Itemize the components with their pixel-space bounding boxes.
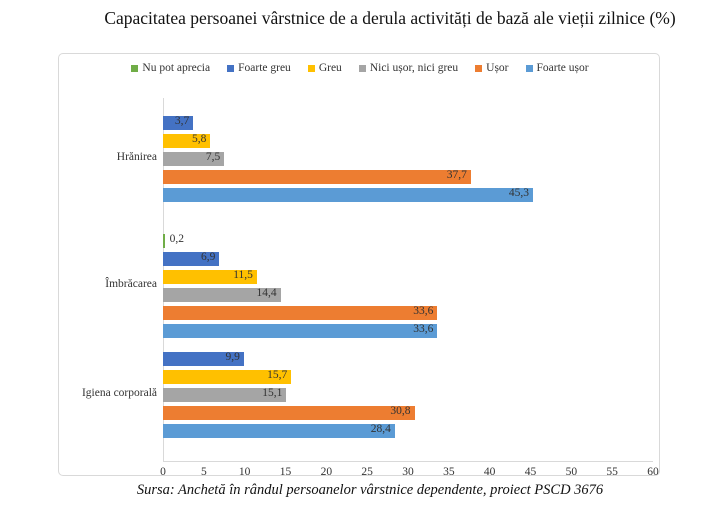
bar[interactable] (163, 306, 438, 320)
bar-value-label: 45,3 (508, 187, 529, 199)
x-tick-label: 40 (483, 466, 496, 478)
bar[interactable] (163, 370, 292, 384)
legend-label: Foarte greu (238, 62, 291, 74)
bar-value-label: 6,9 (200, 251, 216, 263)
x-tick-label: 5 (200, 466, 207, 478)
legend-item[interactable]: Foarte ușor (525, 62, 589, 74)
bar[interactable] (163, 134, 211, 148)
bar-value-label: 9,9 (225, 351, 240, 363)
bar-value-label: 5,8 (191, 133, 207, 145)
bar-value-label: 30,8 (390, 405, 411, 417)
bar[interactable] (163, 288, 281, 302)
x-tick-label: 35 (443, 466, 455, 478)
bar-value-label: 28,4 (370, 423, 391, 435)
legend-item[interactable]: Foarte greu (227, 62, 291, 74)
legend-item[interactable]: Nu pot aprecia (131, 62, 210, 74)
bar[interactable] (163, 170, 471, 184)
legend-item[interactable]: Nici ușor, nici greu (358, 62, 459, 74)
x-tick-label: 30 (402, 466, 414, 478)
bar[interactable] (163, 406, 415, 420)
category-label: Igiena corporală (81, 387, 157, 399)
bar[interactable] (163, 352, 244, 366)
legend-swatch-icon (227, 64, 235, 72)
figure-title: Capacitatea persoanei vârstnice de a der… (104, 8, 676, 28)
bar[interactable] (163, 270, 257, 284)
bar-value-label: 33,6 (413, 305, 434, 317)
legend-swatch-icon (525, 64, 533, 72)
legend-swatch-icon (475, 64, 483, 72)
bar-value-label: 7,5 (205, 151, 221, 163)
bar-value-label: 0,2 (169, 233, 184, 245)
bar[interactable] (163, 234, 165, 248)
x-tick-label: 0 (160, 466, 166, 478)
x-tick-label: 50 (565, 466, 578, 478)
bar-value-label: 37,7 (446, 169, 467, 181)
bar-value-label: 15,1 (262, 387, 283, 399)
legend-item[interactable]: Greu (307, 62, 342, 74)
bar-value-label: 15,7 (267, 369, 288, 381)
x-tick-label: 25 (361, 466, 373, 478)
bar[interactable] (163, 152, 225, 166)
plot-area: Hrănirea 3,7 5,8 7,5 37,7 45,3 Îmbrăcarea 0,2 6,… (59, 54, 661, 478)
x-tick-label: 15 (279, 466, 292, 478)
legend-item[interactable]: Ușor (475, 62, 509, 74)
category-label: Hrănirea (116, 151, 157, 163)
bar[interactable] (163, 324, 438, 338)
legend-label: Foarte ușor (536, 62, 589, 74)
x-axis-ticks: 0 5 10 15 20 25 30 35 40 45 50 55 60 (160, 463, 659, 483)
category-axis-line (163, 461, 653, 462)
bar[interactable] (163, 116, 194, 130)
legend-swatch-icon (131, 64, 139, 72)
chart-legend: Nu pot aprecia Foarte greu Greu Nici ușor, … (59, 62, 661, 74)
legend-label: Nici ușor, nici greu (369, 62, 459, 74)
bar[interactable] (163, 424, 395, 438)
bar[interactable] (163, 188, 533, 202)
bar-value-label: 11,5 (233, 269, 253, 281)
x-tick-label: 10 (238, 466, 251, 478)
x-tick-label: 45 (524, 466, 537, 478)
legend-label: Nu pot aprecia (142, 62, 211, 74)
x-tick-label: 20 (320, 466, 333, 478)
legend-swatch-icon (307, 64, 315, 72)
source-note: Sursa: Anchetă în rândul persoanelor vâr… (136, 482, 604, 498)
x-tick-label: 60 (647, 466, 659, 478)
bar[interactable] (163, 252, 220, 266)
chart-container: Nu pot aprecia Foarte greu Greu Nici ușor, … (58, 53, 661, 478)
legend-swatch-icon (358, 64, 366, 72)
bar-value-label: 3,7 (174, 115, 190, 127)
legend-label: Ușor (486, 62, 509, 74)
x-tick-label: 55 (606, 466, 618, 478)
bar[interactable] (163, 388, 287, 402)
bar-value-label: 14,4 (256, 287, 277, 299)
legend-label: Greu (318, 62, 342, 74)
bar-value-label: 33,6 (413, 323, 434, 335)
category-label: Îmbrăcarea (105, 278, 157, 290)
